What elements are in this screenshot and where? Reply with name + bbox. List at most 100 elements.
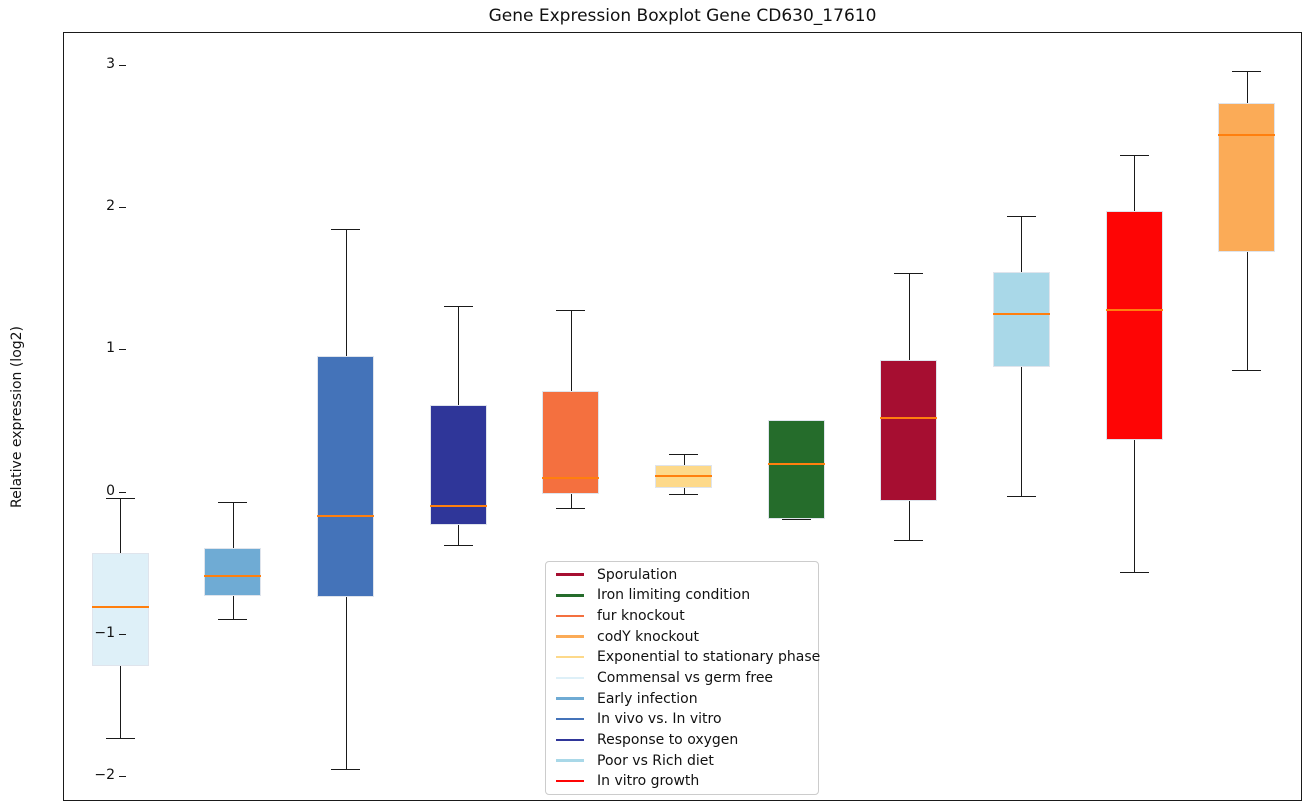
y-tick-label: 2: [106, 198, 115, 215]
y-tick-mark: [119, 775, 126, 777]
lower-cap-cody-knockout: [1232, 369, 1262, 371]
y-tick-label: −2: [94, 766, 115, 783]
legend-item-cody-knockout: codY knockout: [554, 627, 810, 647]
legend-swatch-early-infection: [556, 697, 584, 700]
legend-label-response-to-oxygen: Response to oxygen: [597, 731, 739, 748]
lower-whisker-in-vitro-growth: [1134, 439, 1136, 572]
box-poor-vs-rich-diet: [992, 271, 1050, 368]
legend-item-commensal-vs-germ-free: Commensal vs germ free: [554, 668, 810, 688]
legend-label-in-vivo-vs-in-vitro: In vivo vs. In vitro: [597, 711, 722, 728]
lower-cap-commensal-vs-germ-free: [105, 738, 135, 740]
lower-cap-in-vivo-vs-in-vitro: [331, 769, 361, 771]
lower-whisker-fur-knockout: [570, 493, 572, 508]
lower-cap-exponential-to-stationary-phase: [669, 493, 698, 495]
median-line-fur-knockout: [542, 476, 600, 479]
lower-cap-poor-vs-rich-diet: [1006, 496, 1036, 498]
upper-whisker-in-vitro-growth: [1134, 155, 1136, 211]
upper-cap-exponential-to-stationary-phase: [669, 453, 698, 455]
lower-cap-sporulation: [894, 540, 924, 542]
legend-label-early-infection: Early infection: [597, 690, 698, 707]
chart-title: Gene Expression Boxplot Gene CD630_17610: [488, 6, 877, 26]
legend-swatch-response-to-oxygen: [556, 738, 584, 742]
box-in-vivo-vs-in-vitro: [317, 355, 375, 598]
median-line-poor-vs-rich-diet: [992, 313, 1050, 316]
median-line-exponential-to-stationary-phase: [655, 475, 712, 478]
lower-whisker-exponential-to-stationary-phase: [683, 487, 685, 494]
legend-swatch-poor-vs-rich-diet: [556, 759, 584, 762]
box-fur-knockout: [542, 391, 600, 494]
box-iron-limiting-condition: [767, 419, 825, 520]
upper-cap-fur-knockout: [556, 310, 586, 312]
box-early-infection: [204, 547, 262, 596]
y-tick-mark: [119, 349, 126, 351]
upper-cap-in-vitro-growth: [1119, 155, 1149, 157]
lower-whisker-poor-vs-rich-diet: [1021, 367, 1023, 497]
upper-whisker-in-vivo-vs-in-vitro: [345, 229, 347, 356]
legend-swatch-in-vitro-growth: [556, 780, 584, 783]
y-axis-label: Relative expression (log2): [9, 325, 25, 509]
legend-swatch-iron-limiting-condition: [556, 594, 584, 597]
upper-whisker-poor-vs-rich-diet: [1021, 216, 1023, 272]
legend-swatch-commensal-vs-germ-free: [556, 676, 584, 680]
lower-cap-in-vitro-growth: [1119, 571, 1149, 573]
y-tick-label: 0: [106, 482, 115, 499]
legend-label-in-vitro-growth: In vitro growth: [597, 773, 700, 790]
box-cody-knockout: [1218, 102, 1276, 252]
upper-cap-in-vivo-vs-in-vitro: [331, 229, 361, 231]
legend-label-commensal-vs-germ-free: Commensal vs germ free: [597, 669, 774, 686]
upper-whisker-exponential-to-stationary-phase: [683, 453, 685, 466]
lower-whisker-sporulation: [908, 500, 910, 541]
box-commensal-vs-germ-free: [91, 553, 149, 666]
legend-swatch-sporulation: [556, 573, 584, 576]
median-line-early-infection: [204, 574, 262, 577]
upper-cap-poor-vs-rich-diet: [1006, 216, 1036, 218]
legend-item-sporulation: Sporulation: [554, 565, 810, 585]
median-line-in-vivo-vs-in-vitro: [317, 515, 375, 518]
median-line-sporulation: [880, 417, 938, 420]
lower-whisker-early-infection: [232, 595, 234, 619]
upper-whisker-fur-knockout: [570, 310, 572, 392]
legend-swatch-in-vivo-vs-in-vitro: [556, 718, 584, 721]
y-tick-mark: [119, 633, 126, 635]
legend-swatch-cody-knockout: [556, 635, 584, 638]
y-tick-label: 3: [106, 56, 115, 73]
legend-item-poor-vs-rich-diet: Poor vs Rich diet: [554, 751, 810, 771]
lower-whisker-response-to-oxygen: [458, 524, 460, 545]
legend-label-sporulation: Sporulation: [597, 566, 678, 583]
y-tick-mark: [119, 207, 126, 209]
median-line-iron-limiting-condition: [767, 462, 825, 465]
upper-whisker-early-infection: [232, 502, 234, 548]
median-line-response-to-oxygen: [429, 505, 487, 508]
upper-whisker-commensal-vs-germ-free: [120, 497, 122, 554]
median-line-in-vitro-growth: [1105, 309, 1163, 312]
upper-cap-response-to-oxygen: [443, 305, 473, 307]
box-sporulation: [880, 359, 938, 501]
legend-label-iron-limiting-condition: Iron limiting condition: [597, 587, 751, 604]
lower-cap-early-infection: [218, 618, 248, 620]
upper-whisker-response-to-oxygen: [458, 305, 460, 406]
legend-item-early-infection: Early infection: [554, 689, 810, 709]
legend-label-poor-vs-rich-diet: Poor vs Rich diet: [597, 752, 714, 769]
median-line-commensal-vs-germ-free: [91, 606, 149, 609]
legend-label-exponential-to-stationary-phase: Exponential to stationary phase: [597, 649, 821, 666]
legend-item-in-vivo-vs-in-vitro: In vivo vs. In vitro: [554, 709, 810, 729]
upper-whisker-sporulation: [908, 273, 910, 360]
legend-item-response-to-oxygen: Response to oxygen: [554, 730, 810, 750]
legend: Sporulation Iron limiting condition fur kn…: [545, 561, 820, 795]
legend-item-fur-knockout: fur knockout: [554, 606, 810, 626]
y-tick-label: −1: [94, 624, 115, 641]
legend-swatch-fur-knockout: [556, 614, 584, 618]
legend-swatch-exponential-to-stationary-phase: [556, 656, 584, 659]
lower-whisker-in-vivo-vs-in-vitro: [345, 597, 347, 770]
upper-whisker-cody-knockout: [1246, 71, 1248, 103]
legend-item-exponential-to-stationary-phase: Exponential to stationary phase: [554, 647, 820, 667]
median-line-cody-knockout: [1218, 134, 1276, 137]
lower-whisker-cody-knockout: [1246, 251, 1248, 370]
lower-cap-response-to-oxygen: [443, 544, 473, 546]
upper-cap-early-infection: [218, 502, 248, 504]
lower-cap-iron-limiting-condition: [781, 519, 811, 521]
legend-item-iron-limiting-condition: Iron limiting condition: [554, 585, 810, 605]
lower-whisker-commensal-vs-germ-free: [120, 665, 122, 739]
box-in-vitro-growth: [1105, 210, 1163, 440]
